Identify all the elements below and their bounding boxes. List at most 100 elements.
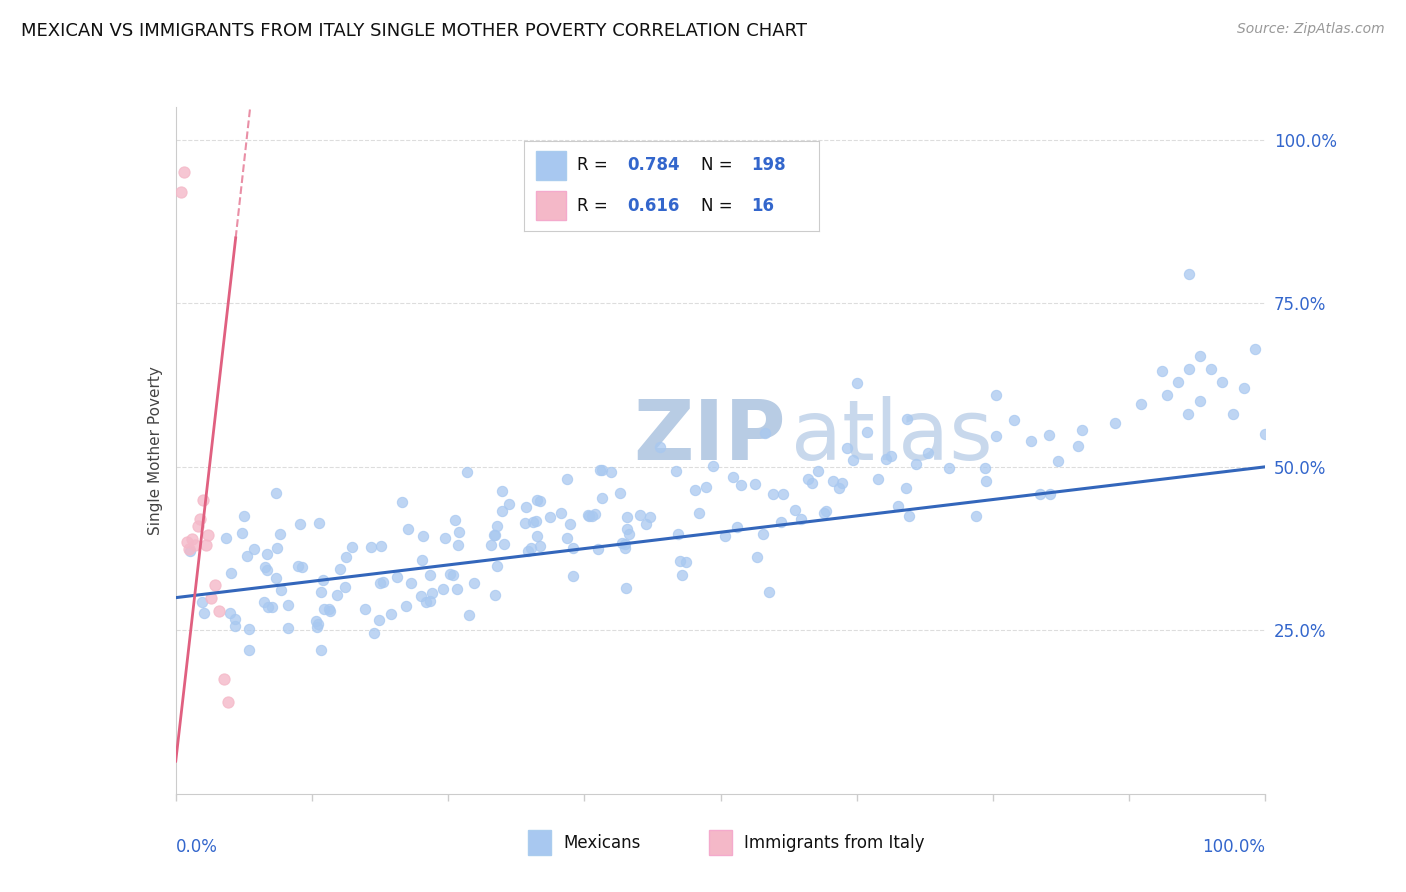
Point: [179, 544, 201, 558]
Point: [231, 525, 253, 540]
Point: [335, 549, 357, 564]
Point: [212, 673, 235, 687]
Point: [256, 599, 278, 614]
Point: [675, 555, 697, 569]
Point: [270, 583, 292, 598]
Point: [522, 515, 544, 529]
Point: [186, 518, 209, 533]
Point: [974, 474, 997, 488]
Point: [815, 504, 838, 518]
Text: Source: ZipAtlas.com: Source: ZipAtlas.com: [1237, 22, 1385, 37]
Point: [591, 463, 613, 477]
Point: [730, 477, 752, 491]
Point: [415, 595, 437, 609]
Point: [340, 540, 363, 554]
Point: [866, 472, 889, 486]
Point: [219, 566, 242, 580]
Point: [308, 516, 330, 530]
Point: [485, 518, 508, 533]
Point: [1222, 408, 1244, 422]
Point: [1039, 487, 1062, 501]
Point: [1243, 342, 1265, 356]
Point: [208, 604, 231, 618]
Point: [188, 512, 211, 526]
Point: [177, 541, 200, 556]
Point: [217, 695, 239, 709]
Point: [591, 491, 613, 506]
Point: [184, 538, 207, 552]
Point: [354, 602, 377, 616]
Point: [193, 606, 215, 620]
Text: 0.784: 0.784: [627, 156, 681, 175]
Point: [1211, 375, 1233, 389]
Point: [288, 516, 311, 531]
Point: [363, 625, 385, 640]
Point: [266, 541, 288, 555]
Point: [974, 460, 997, 475]
Point: [370, 539, 392, 553]
Point: [1254, 427, 1277, 442]
Point: [555, 472, 578, 486]
Y-axis label: Single Mother Poverty: Single Mother Poverty: [148, 366, 163, 535]
Point: [277, 621, 299, 635]
Point: [984, 429, 1007, 443]
Point: [842, 453, 865, 467]
Point: [688, 506, 710, 520]
Point: [368, 576, 391, 591]
Point: [1047, 454, 1070, 468]
Point: [752, 527, 775, 541]
Point: [1071, 423, 1094, 437]
Point: [1156, 388, 1178, 402]
Point: [236, 549, 259, 563]
Point: [238, 643, 260, 657]
Point: [371, 574, 394, 589]
Point: [745, 550, 768, 565]
Point: [444, 513, 467, 527]
Point: [628, 508, 651, 522]
Point: [269, 527, 291, 541]
Point: [479, 538, 502, 552]
Point: [617, 527, 640, 541]
Point: [837, 441, 859, 455]
Point: [583, 508, 606, 522]
Point: [256, 547, 278, 561]
Text: N =: N =: [702, 156, 733, 175]
Point: [557, 531, 579, 545]
Point: [526, 529, 548, 543]
Point: [486, 558, 509, 573]
Point: [456, 466, 478, 480]
Point: [513, 516, 536, 530]
Point: [856, 425, 879, 439]
Point: [447, 525, 470, 540]
Point: [801, 475, 824, 490]
Point: [516, 544, 538, 558]
Point: [515, 500, 537, 515]
Point: [610, 536, 633, 550]
Point: [758, 584, 780, 599]
Text: 0.0%: 0.0%: [176, 838, 218, 856]
Text: Mexicans: Mexicans: [562, 834, 641, 852]
Point: [498, 497, 520, 511]
Point: [1189, 394, 1212, 409]
Point: [309, 584, 332, 599]
Point: [1129, 397, 1152, 411]
Point: [458, 607, 481, 622]
Point: [744, 477, 766, 491]
Point: [846, 376, 869, 390]
Point: [1167, 375, 1189, 389]
Point: [576, 508, 599, 522]
Point: [266, 571, 288, 585]
Point: [1177, 407, 1199, 421]
Point: [1019, 434, 1042, 449]
Point: [526, 493, 548, 508]
Point: [762, 487, 785, 501]
Point: [256, 563, 278, 577]
Point: [905, 458, 928, 472]
Point: [329, 562, 352, 576]
Point: [291, 560, 314, 574]
Point: [333, 580, 356, 594]
Point: [588, 541, 610, 556]
Text: 16: 16: [751, 196, 773, 215]
Point: [797, 472, 820, 486]
Point: [260, 600, 283, 615]
